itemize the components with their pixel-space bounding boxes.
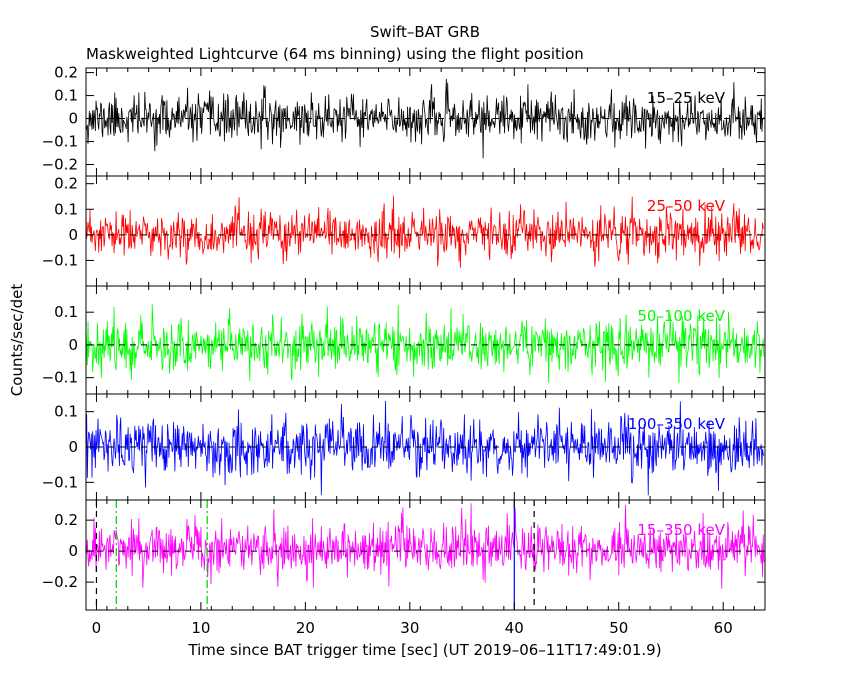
series-line-4 [85,503,765,589]
x-tick-label-2: 20 [296,619,315,637]
x-tick-label-6: 60 [714,619,733,637]
y-tick-label-1-0: −0.1 [42,251,78,269]
y-tick-label-0-2: 0 [68,110,78,128]
y-tick-label-2-0: −0.1 [42,369,78,387]
x-tick-label-1: 10 [191,619,210,637]
y-tick-label-0-0: −0.2 [42,156,78,174]
y-tick-label-1-1: 0 [68,226,78,244]
y-tick-label-0-4: 0.2 [54,64,78,82]
band-label-0: 15–25 keV [647,89,726,107]
band-label-1: 25–50 keV [647,197,726,215]
series-line-3 [85,400,765,496]
series-line-0 [85,78,765,159]
band-label-4: 15–350 keV [637,521,725,539]
y-tick-label-0-1: −0.1 [42,133,78,151]
x-axis-label: Time since BAT trigger time [sec] (UT 20… [187,641,661,659]
y-tick-label-2-2: 0.1 [54,303,78,321]
y-tick-label-0-3: 0.1 [54,87,78,105]
panel-0: −0.2 −0.1 0 0.1 0.2 15–25 keV [42,64,766,177]
series-line-1 [85,195,765,268]
panel-3: −0.1 0 0.1 100–350 keV [42,393,766,501]
chart-subtitle: Maskweighted Lightcurve (64 ms binning) … [86,45,584,63]
panel-frame-4 [85,499,766,611]
band-label-2: 50–100 keV [637,307,725,325]
panel-4: −0.2 0 0.2 15–350 keV [42,499,766,611]
y-tick-label-3-2: 0.1 [54,403,78,421]
panels-group: −0.2 −0.1 0 0.1 0.2 15–25 keV −0.1 0 0.1 0.2 25–50… [42,64,766,637]
chart-title: Swift–BAT GRB [370,23,480,41]
y-tick-label-4-0: −0.2 [42,573,78,591]
band-label-3: 100–350 keV [628,415,726,433]
y-axis-label: Counts/sec/det [8,284,26,397]
x-tick-label-3: 30 [400,619,419,637]
y-tick-label-4-1: 0 [68,542,78,560]
y-tick-label-1-3: 0.2 [54,175,78,193]
y-tick-label-2-1: 0 [68,336,78,354]
x-tick-label-4: 40 [505,619,524,637]
y-tick-label-3-1: 0 [68,438,78,456]
panel-2: −0.1 0 0.1 50–100 keV [42,285,766,395]
series-line-2 [85,304,765,384]
x-tick-label-5: 50 [609,619,628,637]
y-tick-label-1-2: 0.1 [54,200,78,218]
x-tick-label-0: 0 [92,619,102,637]
panel-1: −0.1 0 0.1 0.2 25–50 keV [42,175,766,287]
y-tick-label-4-2: 0.2 [54,511,78,529]
y-tick-label-3-0: −0.1 [42,473,78,491]
